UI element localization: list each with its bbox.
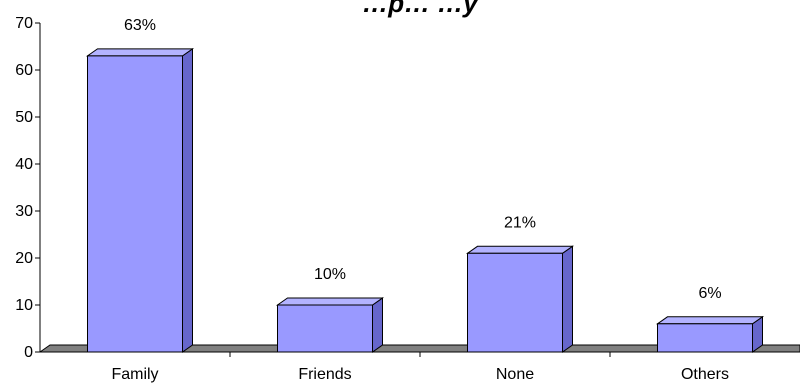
data-label: 6%	[698, 285, 721, 302]
bar-none	[465, 245, 575, 353]
y-tick-label: 10	[15, 297, 33, 314]
y-tick-label: 30	[15, 203, 33, 220]
y-tick-label: 50	[15, 109, 33, 126]
bar-side	[562, 245, 573, 353]
bars	[85, 47, 765, 353]
x-category-label: None	[496, 366, 534, 383]
data-label: 10%	[314, 266, 346, 283]
data-label: 63%	[124, 17, 156, 34]
bar-front	[657, 323, 753, 353]
bar-top	[655, 316, 765, 325]
bar-front	[467, 252, 563, 353]
bar-others	[655, 315, 765, 353]
y-axis: 0 10 20 30 40 50 60 70	[15, 15, 41, 361]
x-category-label: Family	[111, 366, 158, 383]
y-tick-label: 60	[15, 62, 33, 79]
bar-front	[87, 55, 183, 353]
y-tick-label: 40	[15, 156, 33, 173]
chart-title: …p… …y	[362, 0, 479, 18]
y-tick-label: 0	[24, 344, 33, 361]
bar-friends	[275, 297, 385, 353]
bar-side	[372, 297, 383, 353]
x-axis-labels: Family Friends None Others	[111, 352, 729, 383]
bar-front	[277, 304, 373, 353]
bar-top	[85, 48, 195, 57]
data-label: 21%	[504, 214, 536, 231]
x-category-label: Others	[681, 366, 729, 383]
y-tick-label: 20	[15, 250, 33, 267]
data-labels: 63% 10% 21% 6%	[124, 17, 722, 302]
bar-family	[85, 47, 195, 353]
bar-side	[182, 47, 193, 353]
bar-top	[275, 297, 385, 306]
bar-top	[465, 245, 575, 254]
y-tick-label: 70	[15, 15, 33, 32]
x-category-label: Friends	[298, 366, 351, 383]
